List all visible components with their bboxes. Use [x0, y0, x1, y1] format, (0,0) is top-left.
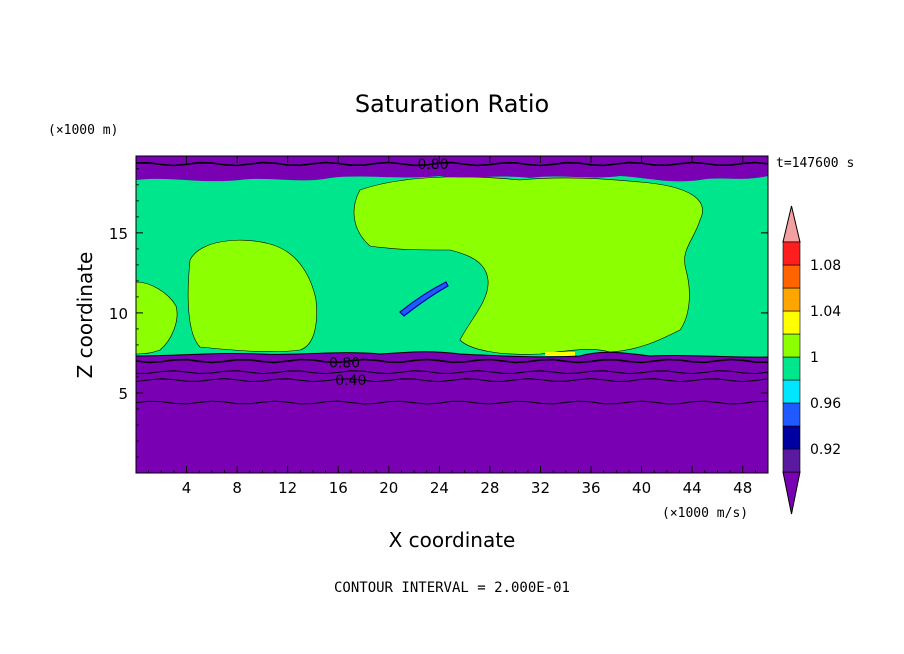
x-tick-label-7: 32: [531, 479, 550, 497]
colorbar-band-8: [782, 264, 801, 289]
chart-title: Saturation Ratio: [355, 90, 549, 118]
y-tick-label-0: 5: [118, 385, 128, 403]
field-upper-dry-band: [136, 156, 768, 182]
field-lower-dry-layer: [136, 351, 768, 473]
y-axis-ticks: 5 10 15: [109, 168, 768, 458]
contour-line-1: [136, 370, 768, 375]
x-tick-label-9: 40: [632, 479, 651, 497]
x-tick-label-8: 36: [581, 479, 600, 497]
colorbar-band-7: [782, 287, 801, 312]
contour-line-4: [136, 161, 768, 167]
x-tick-label-5: 24: [430, 479, 449, 497]
contour-label-1: 0.80: [329, 356, 360, 372]
contour-line-2: [136, 378, 768, 383]
y-unit-label: (×1000 m): [48, 123, 118, 138]
colorbar-label-4: 1.08: [810, 258, 841, 274]
field-dry-streak: [399, 281, 449, 317]
colorbar-under-triangle: [782, 471, 801, 515]
x-unit-label: (×1000 m/s): [662, 506, 748, 521]
colorbar-label-2: 1: [810, 350, 819, 366]
field-saturated-patch-left: [187, 239, 317, 352]
x-axis-label: X coordinate: [389, 528, 516, 552]
colorbar-band-0: [782, 448, 801, 473]
contour-labels: 0.800.800.40: [329, 157, 449, 389]
colorbar-band-1: [782, 425, 801, 450]
contour-label-2: 0.40: [335, 373, 366, 389]
colorbar-band-5: [782, 333, 801, 358]
colorbar-band-6: [782, 310, 801, 335]
x-axis-ticks: 4 8 12 16 20 24 28 32 36 40 44 48: [148, 156, 756, 497]
colorbar: 0.92 0.96 1 1.04 1.08: [782, 205, 841, 515]
y-axis-label: Z coordinate: [73, 252, 97, 379]
time-label: t=147600 s: [776, 156, 854, 171]
colorbar-label-1: 0.96: [810, 396, 841, 412]
x-tick-label-10: 44: [683, 479, 702, 497]
x-tick-label-11: 48: [733, 479, 752, 497]
x-tick-label-3: 16: [329, 479, 348, 497]
y-tick-label-1: 10: [109, 305, 128, 323]
x-tick-label-6: 28: [480, 479, 499, 497]
colorbar-band-2: [782, 402, 801, 427]
colorbar-label-3: 1.04: [810, 304, 841, 320]
saturation-field: [136, 156, 768, 473]
contour-line-3: [136, 400, 768, 405]
field-saturated-patch-center: [353, 176, 703, 355]
contour-lines: [136, 161, 768, 405]
x-tick-label-1: 8: [232, 479, 242, 497]
colorbar-band-3: [782, 379, 801, 404]
x-tick-label-4: 20: [379, 479, 398, 497]
colorbar-label-0: 0.92: [810, 442, 841, 458]
field-saturated-patch-right-edge: [136, 281, 178, 355]
x-tick-label-0: 4: [182, 479, 192, 497]
colorbar-over-triangle: [782, 205, 801, 243]
colorbar-band-4: [782, 356, 801, 381]
y-tick-label-2: 15: [109, 225, 128, 243]
x-tick-label-2: 12: [278, 479, 297, 497]
contour-interval-footer: CONTOUR INTERVAL = 2.000E-01: [334, 580, 570, 596]
contour-label-0: 0.80: [417, 157, 448, 173]
field-supersaturated-spot: [545, 352, 575, 356]
contour-line-0: [136, 358, 768, 364]
colorbar-band-9: [782, 241, 801, 266]
